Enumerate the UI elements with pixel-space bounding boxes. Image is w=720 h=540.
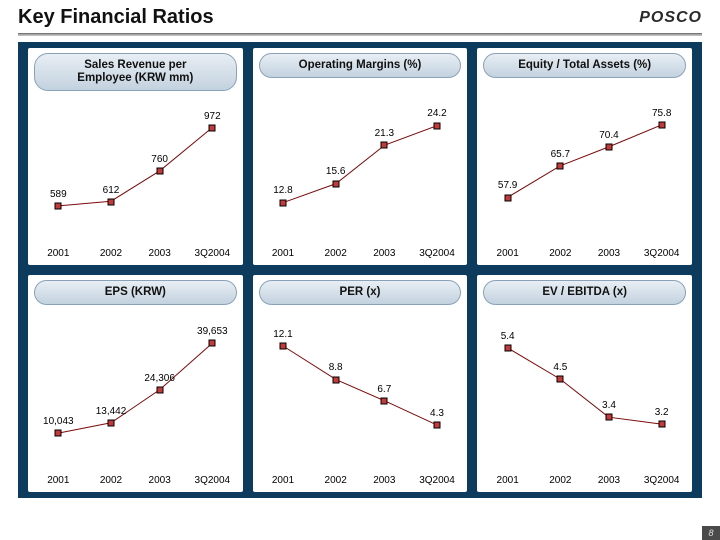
chart-panel-1: Operating Margins (%) 12.8 15.6 21.3 24.2 200… [253, 48, 468, 265]
chart-title: EV / EBITDA (x) [483, 280, 686, 305]
data-point [381, 142, 388, 149]
data-label: 3.4 [602, 400, 616, 411]
data-label: 21.3 [375, 128, 394, 139]
data-label: 6.7 [377, 384, 391, 395]
chart-area: 12.1 8.8 6.7 4.3 2001 2002 2003 3Q2004 [259, 309, 462, 488]
data-label: 972 [204, 111, 221, 122]
x-axis-label: 3Q2004 [195, 248, 231, 259]
chart-panel-0: Sales Revenue perEmployee (KRW mm) 589 612… [28, 48, 243, 265]
data-point [332, 180, 339, 187]
data-point [55, 430, 62, 437]
data-label: 24,306 [144, 373, 175, 384]
data-point [332, 376, 339, 383]
x-axis-label: 3Q2004 [419, 475, 455, 486]
x-axis-label: 2001 [47, 475, 69, 486]
chart-panel-2: Equity / Total Assets (%) 57.9 65.7 70.4 75.… [477, 48, 692, 265]
chart-panel-3: EPS (KRW) 10,043 13,442 24,306 39,653 2001 200… [28, 275, 243, 492]
title-underline [18, 33, 702, 36]
data-label: 24.2 [427, 108, 446, 119]
chart-area: 5.4 4.5 3.4 3.2 2001 2002 2003 3Q2004 [483, 309, 686, 488]
chart-title: Equity / Total Assets (%) [483, 53, 686, 78]
x-axis-label: 2002 [100, 248, 122, 259]
chart-board: Sales Revenue perEmployee (KRW mm) 589 612… [18, 42, 702, 498]
chart-panel-5: EV / EBITDA (x) 5.4 4.5 3.4 3.2 2001 2002 2003 3… [477, 275, 692, 492]
x-axis-label: 2002 [325, 475, 347, 486]
x-axis-label: 2001 [497, 248, 519, 259]
data-point [557, 163, 564, 170]
chart-grid: Sales Revenue perEmployee (KRW mm) 589 612… [28, 48, 692, 492]
x-axis-label: 2003 [598, 248, 620, 259]
data-point [209, 124, 216, 131]
x-axis-label: 2001 [272, 248, 294, 259]
data-point [434, 422, 441, 429]
chart-area: 57.9 65.7 70.4 75.8 2001 2002 2003 3Q2004 [483, 82, 686, 261]
data-label: 5.4 [501, 330, 515, 341]
data-point [504, 344, 511, 351]
x-axis-label: 3Q2004 [644, 475, 680, 486]
data-point [279, 343, 286, 350]
data-point [55, 203, 62, 210]
data-label: 13,442 [96, 406, 127, 417]
data-label: 10,043 [43, 416, 74, 427]
chart-area: 589 612 760 972 2001 2002 2003 3Q2004 [34, 95, 237, 261]
x-axis-label: 3Q2004 [644, 248, 680, 259]
page-number: 8 [702, 526, 720, 540]
data-point [658, 421, 665, 428]
data-label: 65.7 [551, 149, 570, 160]
data-point [381, 398, 388, 405]
chart-title: Sales Revenue perEmployee (KRW mm) [34, 53, 237, 91]
data-point [108, 420, 115, 427]
chart-area: 10,043 13,442 24,306 39,653 2001 2002 2003 3Q20… [34, 309, 237, 488]
x-axis-label: 2003 [149, 475, 171, 486]
data-label: 4.5 [553, 362, 567, 373]
data-label: 589 [50, 189, 67, 200]
x-axis-label: 2001 [497, 475, 519, 486]
x-axis-label: 2002 [100, 475, 122, 486]
x-axis-label: 2002 [549, 248, 571, 259]
data-point [658, 122, 665, 129]
brand-logo: POSCO [639, 9, 702, 27]
data-label: 3.2 [655, 407, 669, 418]
data-label: 15.6 [326, 166, 345, 177]
chart-title: Operating Margins (%) [259, 53, 462, 78]
data-point [434, 122, 441, 129]
header: Key Financial Ratios POSCO [0, 0, 720, 33]
chart-panel-4: PER (x) 12.1 8.8 6.7 4.3 2001 2002 2003 3Q2004 [253, 275, 468, 492]
x-axis-label: 2003 [149, 248, 171, 259]
data-label: 612 [103, 185, 120, 196]
data-label: 760 [151, 154, 168, 165]
x-axis-label: 2003 [598, 475, 620, 486]
x-axis-label: 3Q2004 [419, 248, 455, 259]
x-axis-label: 2002 [549, 475, 571, 486]
data-point [209, 340, 216, 347]
data-label: 39,653 [197, 326, 228, 337]
data-label: 75.8 [652, 108, 671, 119]
data-point [504, 194, 511, 201]
x-axis-label: 2001 [47, 248, 69, 259]
chart-title: EPS (KRW) [34, 280, 237, 305]
data-point [156, 386, 163, 393]
data-point [279, 199, 286, 206]
data-point [108, 198, 115, 205]
page-title: Key Financial Ratios [18, 6, 214, 29]
x-axis-label: 2001 [272, 475, 294, 486]
x-axis-label: 2003 [373, 248, 395, 259]
chart-title: PER (x) [259, 280, 462, 305]
chart-area: 12.8 15.6 21.3 24.2 2001 2002 2003 3Q2004 [259, 82, 462, 261]
data-label: 12.8 [273, 185, 292, 196]
data-label: 8.8 [329, 362, 343, 373]
data-point [605, 144, 612, 151]
x-axis-label: 2002 [325, 248, 347, 259]
data-label: 4.3 [430, 408, 444, 419]
data-label: 12.1 [273, 329, 292, 340]
data-label: 70.4 [599, 130, 618, 141]
data-point [156, 168, 163, 175]
data-point [605, 414, 612, 421]
data-point [557, 376, 564, 383]
x-axis-label: 2003 [373, 475, 395, 486]
data-label: 57.9 [498, 180, 517, 191]
x-axis-label: 3Q2004 [195, 475, 231, 486]
